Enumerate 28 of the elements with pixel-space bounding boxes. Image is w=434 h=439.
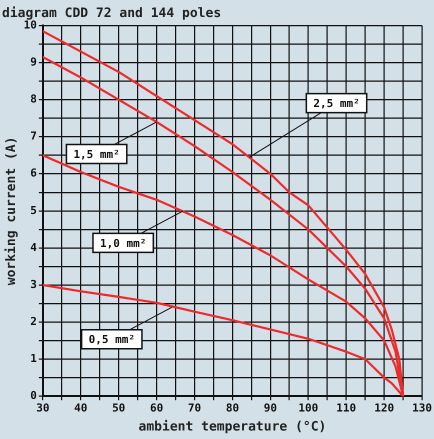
- y-tick-label: 6: [30, 166, 38, 180]
- x-tick-label: 100: [298, 402, 318, 415]
- annotation: 1,0 mm²: [100, 236, 146, 250]
- y-tick-label: 2: [30, 314, 37, 328]
- x-tick-label: 120: [374, 402, 394, 415]
- x-tick-label: 50: [112, 402, 126, 415]
- x-tick-label: 80: [226, 402, 240, 415]
- x-tick-label: 70: [188, 402, 202, 415]
- x-tick-label: 90: [264, 402, 278, 415]
- x-tick-label: 60: [150, 402, 164, 415]
- x-tick-label: 30: [36, 402, 50, 415]
- y-tick-label: 5: [30, 204, 37, 217]
- annotation: 2,5 mm²: [313, 97, 360, 110]
- y-tick-label: 0: [30, 389, 37, 402]
- x-tick-label: 40: [74, 402, 88, 415]
- y-tick-label: 4: [30, 240, 38, 254]
- y-tick-label: 7: [30, 130, 37, 143]
- x-tick-label: 110: [336, 402, 356, 415]
- y-tick-label: 8: [30, 92, 37, 106]
- y-axis-title: working current (A): [4, 136, 20, 286]
- chart-title: diagram CDD 72 and 144 poles: [2, 6, 222, 22]
- x-tick-label: 130: [412, 402, 432, 415]
- y-tick-label: 1: [30, 352, 38, 365]
- annotation: 0,5 mm²: [88, 333, 135, 346]
- y-tick-label: 3: [30, 278, 37, 291]
- y-tick-label: 9: [30, 56, 37, 69]
- x-axis-title: ambient temperature (°C): [138, 420, 326, 435]
- annotation: 1,5 mm²: [73, 148, 120, 161]
